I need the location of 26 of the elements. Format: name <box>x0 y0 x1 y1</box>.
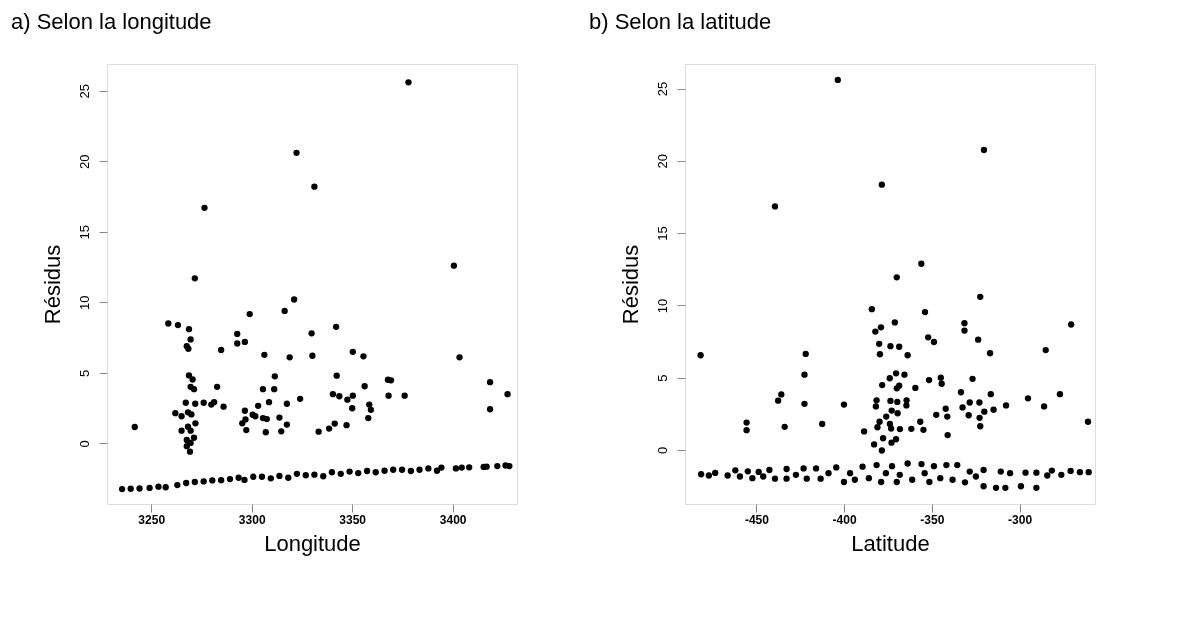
x-tick-label: -400 <box>832 512 857 527</box>
x-tick-label: 3400 <box>439 512 467 527</box>
y-tick-label: 5 <box>76 369 92 377</box>
y-tick-label: 10 <box>76 295 92 311</box>
y-tick-label: 15 <box>76 225 92 240</box>
chart-title: a) Selon la longitude <box>11 9 212 34</box>
y-axis-title: Résidus <box>617 244 643 325</box>
y-tick-label: 0 <box>76 440 92 448</box>
x-tick-label: 3250 <box>138 512 166 527</box>
y-tick-label: 0 <box>654 446 670 455</box>
y-tick-label: 5 <box>654 374 670 382</box>
x-tick-label: 3300 <box>238 512 266 527</box>
y-tick-label: 20 <box>654 154 670 169</box>
chart-title: b) Selon la latitude <box>589 9 772 34</box>
x-tick-label: 3350 <box>339 512 367 527</box>
x-axis-title: Latitude <box>851 530 930 556</box>
y-tick-label: 25 <box>76 84 92 99</box>
y-tick-label: 25 <box>654 81 670 97</box>
y-axis-title: Résidus <box>39 244 65 325</box>
x-axis-title: Longitude <box>264 530 361 556</box>
y-tick-label: 15 <box>654 226 670 241</box>
x-tick-label: -350 <box>920 512 945 527</box>
y-tick-label: 10 <box>654 298 670 314</box>
x-tick-label: -300 <box>1008 512 1033 527</box>
y-tick-label: 20 <box>76 154 92 170</box>
x-tick-label: -450 <box>744 512 770 527</box>
